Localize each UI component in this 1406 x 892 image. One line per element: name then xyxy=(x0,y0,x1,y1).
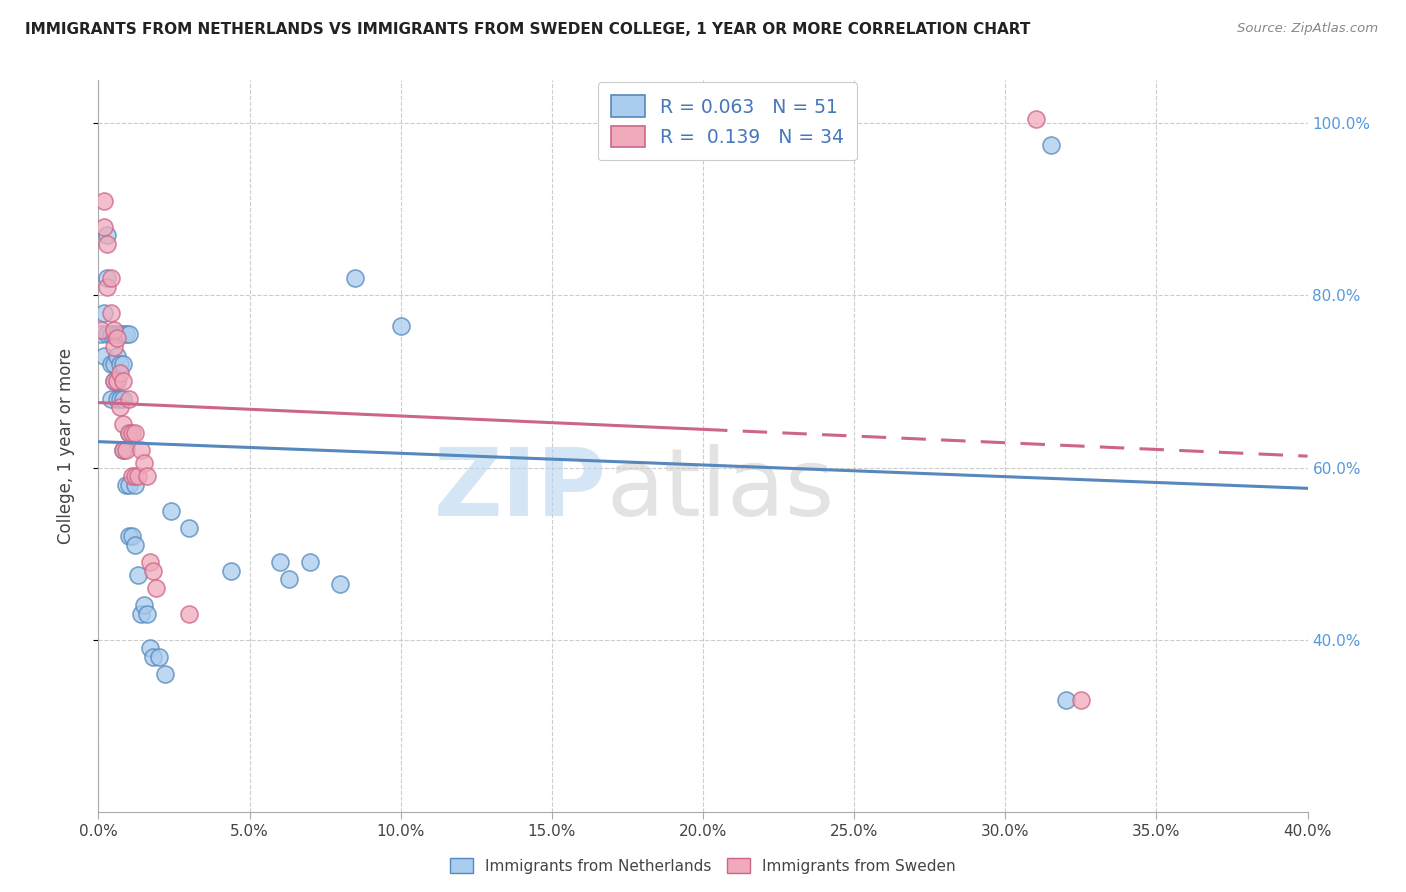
Point xyxy=(135,607,157,621)
Point xyxy=(132,456,155,470)
Point xyxy=(96,228,118,243)
Point xyxy=(105,392,128,406)
Point xyxy=(1054,693,1077,707)
Point xyxy=(108,327,131,342)
Point xyxy=(127,469,149,483)
Point xyxy=(1024,112,1046,126)
Point xyxy=(121,529,143,543)
Point xyxy=(118,426,141,441)
Point xyxy=(108,366,131,380)
Point xyxy=(100,327,122,342)
Legend: Immigrants from Netherlands, Immigrants from Sweden: Immigrants from Netherlands, Immigrants … xyxy=(444,852,962,880)
Point xyxy=(93,219,115,234)
Point xyxy=(111,443,134,458)
Point xyxy=(103,327,125,342)
Point xyxy=(129,443,152,458)
Point xyxy=(118,327,141,342)
Point xyxy=(96,327,118,342)
Point xyxy=(179,521,201,535)
Point xyxy=(121,469,143,483)
Point xyxy=(100,305,122,319)
Point xyxy=(111,375,134,389)
Point xyxy=(139,555,162,569)
Point xyxy=(269,555,291,569)
Point xyxy=(1039,137,1062,152)
Point xyxy=(111,417,134,432)
Point xyxy=(111,443,134,458)
Point xyxy=(142,564,165,578)
Point xyxy=(93,305,115,319)
Point xyxy=(111,327,134,342)
Point xyxy=(114,443,136,458)
Point xyxy=(299,555,322,569)
Point xyxy=(103,375,125,389)
Point xyxy=(90,327,112,342)
Point xyxy=(389,318,412,333)
Point xyxy=(179,607,201,621)
Text: IMMIGRANTS FROM NETHERLANDS VS IMMIGRANTS FROM SWEDEN COLLEGE, 1 YEAR OR MORE CO: IMMIGRANTS FROM NETHERLANDS VS IMMIGRANT… xyxy=(25,22,1031,37)
Point xyxy=(139,641,162,656)
Y-axis label: College, 1 year or more: College, 1 year or more xyxy=(56,348,75,544)
Point xyxy=(135,469,157,483)
Point xyxy=(132,598,155,612)
Point xyxy=(105,375,128,389)
Point xyxy=(221,564,243,578)
Point xyxy=(148,649,170,664)
Point xyxy=(100,357,122,371)
Point xyxy=(145,581,167,595)
Point xyxy=(329,576,352,591)
Point xyxy=(96,236,118,251)
Point xyxy=(124,469,146,483)
Point xyxy=(100,271,122,285)
Point xyxy=(108,401,131,415)
Text: atlas: atlas xyxy=(606,444,835,536)
Point xyxy=(127,568,149,582)
Point xyxy=(129,607,152,621)
Point xyxy=(114,477,136,491)
Point xyxy=(277,573,299,587)
Point xyxy=(105,327,128,342)
Text: ZIP: ZIP xyxy=(433,444,606,536)
Point xyxy=(105,331,128,345)
Point xyxy=(103,340,125,354)
Point xyxy=(118,529,141,543)
Point xyxy=(118,477,141,491)
Point xyxy=(90,323,112,337)
Point xyxy=(118,392,141,406)
Point xyxy=(108,392,131,406)
Point xyxy=(118,426,141,441)
Point xyxy=(103,323,125,337)
Point xyxy=(111,392,134,406)
Point xyxy=(153,667,176,681)
Point xyxy=(96,271,118,285)
Point xyxy=(142,649,165,664)
Text: Source: ZipAtlas.com: Source: ZipAtlas.com xyxy=(1237,22,1378,36)
Point xyxy=(160,503,183,517)
Point xyxy=(93,349,115,363)
Point xyxy=(103,357,125,371)
Point xyxy=(1070,693,1092,707)
Legend: R = 0.063   N = 51, R =  0.139   N = 34: R = 0.063 N = 51, R = 0.139 N = 34 xyxy=(598,82,856,161)
Point xyxy=(111,357,134,371)
Point xyxy=(103,375,125,389)
Point xyxy=(124,477,146,491)
Point xyxy=(105,349,128,363)
Point xyxy=(124,538,146,552)
Point xyxy=(124,426,146,441)
Point xyxy=(105,375,128,389)
Point xyxy=(344,271,367,285)
Point xyxy=(108,357,131,371)
Point xyxy=(100,392,122,406)
Point xyxy=(93,194,115,208)
Point xyxy=(121,426,143,441)
Point xyxy=(114,327,136,342)
Point xyxy=(96,280,118,294)
